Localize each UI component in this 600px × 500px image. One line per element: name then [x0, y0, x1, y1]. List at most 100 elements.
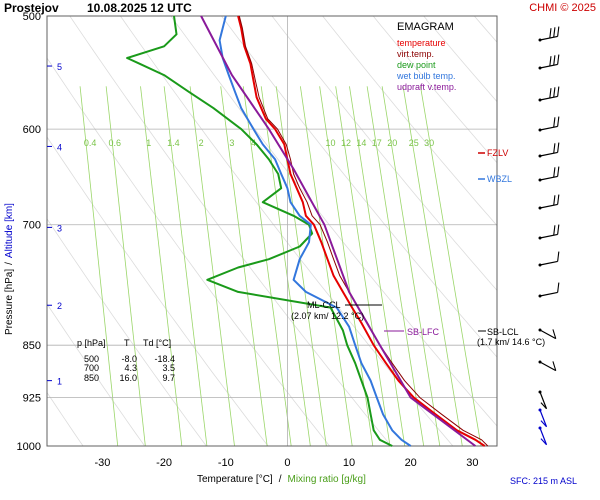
mixing-ratio-label: 0.4: [84, 138, 97, 148]
table-header-td: Td [°C]: [143, 338, 171, 348]
mixing-ratio-label: 1: [146, 138, 151, 148]
mixing-ratio-label: 1.4: [167, 138, 180, 148]
wind-barb-base: [538, 128, 542, 132]
dry-adiabat: [47, 218, 207, 446]
wind-barb-base: [538, 66, 542, 70]
dry-adiabat: [473, 16, 497, 43]
wind-barb-feather: [553, 225, 556, 236]
mixing-ratio-line: [242, 86, 292, 446]
mixing-ratio-line: [335, 86, 391, 446]
wind-barb-feather: [549, 28, 552, 39]
mixing-ratio-label: 20: [387, 138, 397, 148]
dry-adiabat: [47, 303, 146, 446]
wind-barb-base: [538, 426, 542, 430]
table-cell: 3.5: [162, 363, 175, 373]
series-wet-bulb-temp: [218, 15, 412, 447]
y-tick-label: 925: [23, 393, 41, 405]
plot-frame: [46, 15, 498, 447]
altitude-tick-label: 5: [57, 62, 62, 72]
ml-ccl-label: ML-CCL: [307, 300, 341, 310]
station-name: Prostejov: [4, 1, 59, 15]
table-header-p: p [hPa]: [77, 338, 106, 348]
wind-barb-shaft: [539, 329, 557, 340]
wind-barb-base: [538, 408, 542, 412]
x-tick-label: -30: [95, 457, 111, 469]
wind-barb-feather: [557, 116, 560, 127]
y-tick-label: 850: [23, 340, 41, 352]
altitude-tick-label: 2: [57, 301, 62, 311]
wind-barb-base: [538, 154, 542, 158]
wind-barb-feather: [540, 438, 547, 446]
mixing-ratio-label: 0.6: [109, 138, 122, 148]
wind-barb-shaft: [539, 63, 558, 69]
mixing-ratio-line: [299, 86, 353, 446]
legend-title: EMAGRAM: [397, 21, 454, 33]
altitude-tick-label: 1: [57, 377, 62, 387]
wind-barb-base: [538, 390, 542, 394]
wind-barb-shaft: [539, 175, 558, 181]
wind-barb-feather: [557, 142, 560, 153]
legend-dew-point: dew point: [397, 60, 436, 70]
mixing-ratio-label: 4: [251, 138, 256, 148]
series-udpraft-v-temp: [200, 15, 476, 447]
dry-adiabat: [170, 16, 497, 427]
wind-barb-feather: [553, 167, 556, 178]
wind-barb-feather: [557, 166, 560, 177]
wind-barb-base: [538, 328, 542, 332]
mixing-ratio-line: [349, 86, 406, 446]
wind-barb-shaft: [539, 233, 558, 239]
sb-lcl-label: SB-LCL: [487, 327, 519, 337]
wind-barb-base: [538, 206, 542, 210]
mixing-ratio-label: 14: [356, 138, 366, 148]
x-tick-label: 20: [405, 457, 417, 469]
mixing-ratio-label: 2: [199, 138, 204, 148]
wind-barb-feather: [557, 224, 560, 235]
dry-adiabat: [271, 16, 497, 292]
wind-barb-feather: [557, 251, 560, 262]
dry-adiabat: [525, 16, 600, 446]
mixing-ratio-label: 10: [326, 138, 336, 148]
wind-barb-base: [538, 98, 542, 102]
sfc-note: SFC: 215 m ASL: [510, 476, 577, 486]
wind-barb-base: [538, 178, 542, 182]
x-tick-label: 30: [466, 457, 478, 469]
y-tick-label: 1000: [17, 441, 41, 453]
wind-barb-shaft: [539, 427, 548, 445]
x-axis-title: Temperature [°C] / Mixing ratio [g/kg]: [197, 474, 366, 485]
wind-barb-feather: [557, 194, 560, 205]
mixing-ratio-line: [402, 86, 463, 446]
wind-barb-shaft: [539, 361, 557, 372]
sb-lfc-label: SB-LFC: [407, 327, 440, 337]
legend-wet-bulb: wet bulb temp.: [396, 71, 456, 81]
wbzl-label: WBZL: [487, 174, 512, 184]
mixing-ratio-line: [381, 86, 441, 446]
wind-barb-shaft: [539, 260, 558, 266]
wind-barb-shaft: [539, 203, 558, 209]
mixing-ratio-line: [366, 86, 425, 446]
table-cell: 700: [84, 363, 99, 373]
wind-barb-feather: [557, 86, 560, 97]
wind-barb-feather: [553, 117, 556, 128]
wind-barb-shaft: [539, 291, 558, 297]
table-cell: -18.4: [154, 354, 175, 364]
altitude-tick-label: 4: [57, 142, 62, 152]
wind-barb-feather: [553, 87, 556, 98]
copyright: CHMI © 2025: [529, 2, 596, 14]
fzlv-label: FZLV: [487, 148, 508, 158]
wind-barb-feather: [549, 88, 552, 99]
wind-barb-feather: [540, 402, 547, 410]
mixing-ratio-label: 30: [424, 138, 434, 148]
wind-barb-feather: [552, 361, 557, 371]
y-axis-title: Pressure [hPa]/Altitude [km]: [4, 203, 15, 335]
sb-lcl-detail: (1.7 km/ 14.6 °C): [477, 337, 545, 347]
altitude-tick-label: 3: [57, 223, 62, 233]
plot-area: [47, 16, 600, 446]
table-cell: 16.0: [119, 373, 137, 383]
mixing-ratio-label: 17: [372, 138, 382, 148]
table-header-t: T: [124, 338, 130, 348]
mixing-ratio-line: [79, 86, 119, 446]
dry-adiabat: [221, 16, 497, 358]
wind-barb-shaft: [539, 35, 558, 41]
mixing-ratio-label: 12: [341, 138, 351, 148]
